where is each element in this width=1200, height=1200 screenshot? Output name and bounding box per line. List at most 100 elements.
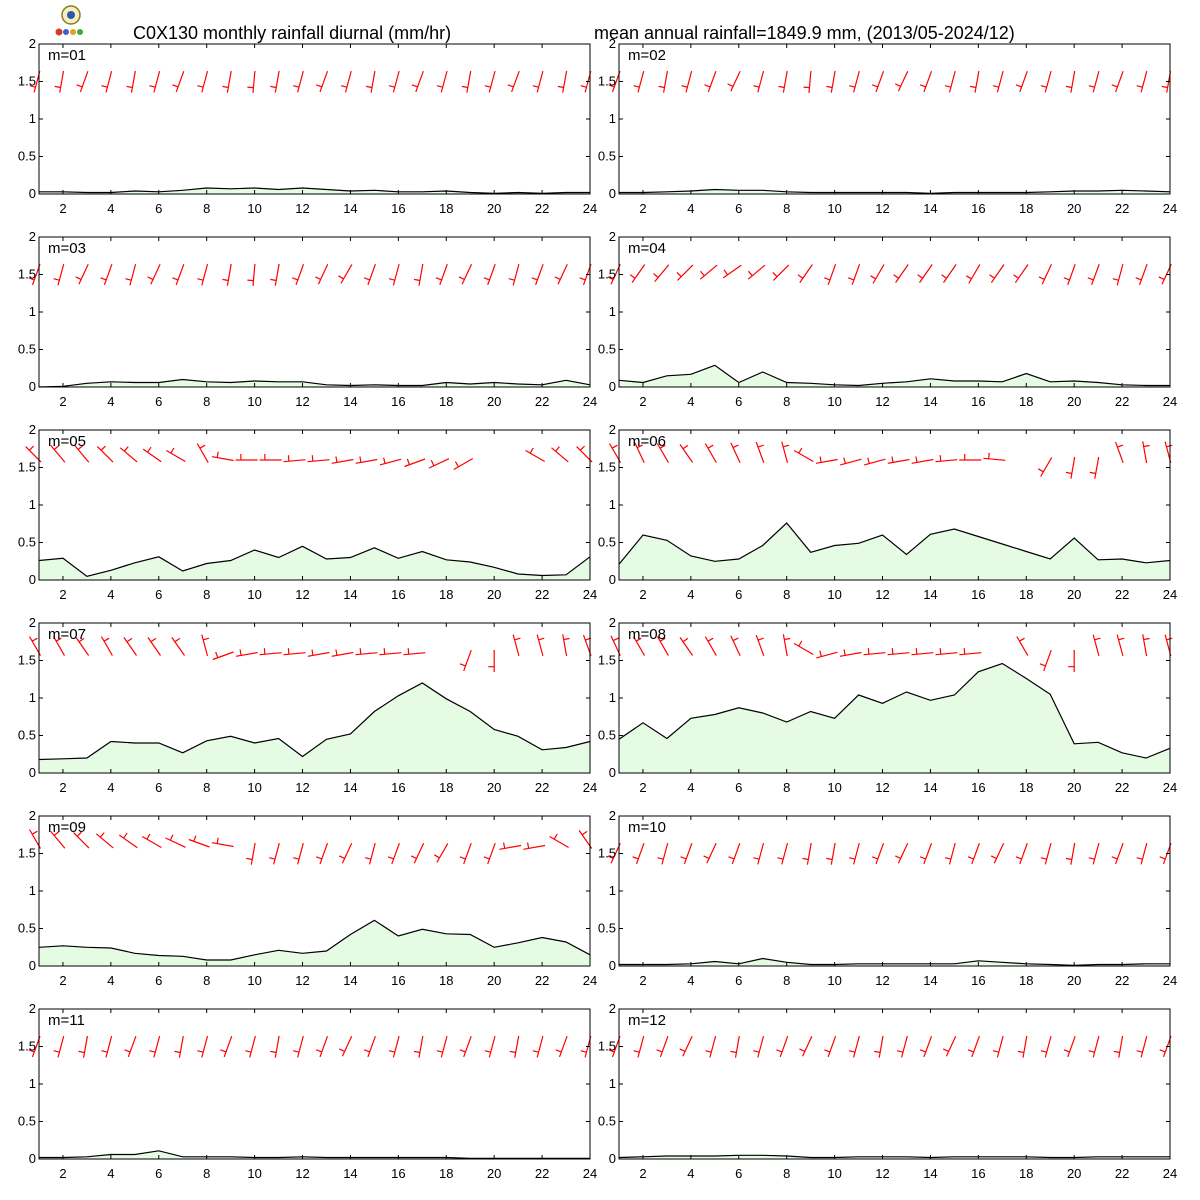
rain-line — [618, 1154, 1170, 1159]
y-tick-label: 0 — [29, 1151, 36, 1166]
wind-barb — [247, 263, 256, 286]
rain-area — [39, 379, 590, 387]
wind-barb — [1116, 634, 1125, 657]
wind-barb — [919, 842, 933, 865]
wind-barb — [436, 70, 448, 93]
x-tick-label: 18 — [439, 587, 453, 602]
x-tick-label: 16 — [971, 394, 985, 409]
wind-barb — [488, 650, 495, 672]
x-tick-label: 18 — [1019, 973, 1033, 988]
x-tick-label: 4 — [687, 973, 694, 988]
wind-barb — [555, 1035, 568, 1058]
wind-barb — [142, 446, 162, 463]
x-tick-label: 16 — [391, 973, 405, 988]
wind-barb — [291, 263, 305, 286]
x-tick-label: 14 — [923, 780, 937, 795]
wind-barb — [388, 1035, 400, 1058]
wind-barb — [1115, 441, 1124, 464]
wind-barb — [355, 456, 378, 464]
wind-barb — [147, 637, 161, 656]
panel-label: m=10 — [628, 819, 666, 836]
x-tick-label: 18 — [439, 394, 453, 409]
y-tick-label: 0.5 — [598, 921, 616, 936]
wind-barb — [1135, 263, 1148, 286]
y-tick-label: 0 — [29, 958, 36, 973]
wind-barb — [73, 831, 90, 849]
wind-barb — [338, 264, 353, 284]
wind-barb — [727, 71, 741, 92]
x-tick-label: 24 — [1163, 201, 1177, 216]
wind-barb — [54, 70, 65, 93]
wind-barb — [196, 443, 209, 463]
wind-barb — [679, 1036, 693, 1057]
wind-barb — [212, 651, 234, 661]
x-tick-label: 12 — [295, 973, 309, 988]
wind-barb — [246, 842, 256, 865]
x-tick-label: 12 — [875, 201, 889, 216]
y-tick-label: 1 — [29, 111, 36, 126]
y-tick-label: 1 — [29, 304, 36, 319]
wind-barb — [124, 1035, 137, 1058]
wind-barb — [849, 842, 860, 865]
wind-barb — [147, 264, 161, 285]
panel-frame — [38, 1008, 591, 1160]
wind-barb — [95, 832, 114, 849]
wind-barb — [411, 70, 424, 93]
wind-barb — [815, 456, 838, 464]
x-tick-label: 12 — [875, 587, 889, 602]
y-tick-label: 0.5 — [18, 728, 36, 743]
wind-barb — [1068, 650, 1075, 672]
y-tick-label: 0.5 — [598, 1114, 616, 1129]
wind-barb — [1013, 264, 1029, 283]
wind-barb — [917, 264, 933, 283]
x-tick-label: 12 — [875, 394, 889, 409]
wind-barb — [484, 70, 496, 93]
x-tick-label: 20 — [1067, 394, 1081, 409]
wind-barb — [802, 842, 812, 865]
x-tick-label: 22 — [1115, 1166, 1129, 1181]
wind-barb — [1113, 1035, 1124, 1058]
x-tick-label: 14 — [923, 394, 937, 409]
x-tick-label: 24 — [1163, 780, 1177, 795]
wind-barb — [536, 634, 545, 657]
x-tick-label: 4 — [107, 1166, 114, 1181]
wind-barb — [1142, 441, 1150, 464]
wind-barb — [747, 264, 766, 280]
wind-barb — [803, 70, 812, 93]
wind-barb — [679, 444, 694, 463]
x-tick-label: 22 — [535, 587, 549, 602]
wind-barb — [379, 457, 402, 466]
wind-barb — [863, 648, 886, 656]
wind-barb — [755, 441, 765, 464]
x-tick-label: 12 — [875, 973, 889, 988]
y-tick-label: 0.5 — [18, 535, 36, 550]
y-tick-label: 2 — [609, 808, 616, 823]
wind-barb — [992, 70, 1004, 93]
y-tick-label: 2 — [29, 36, 36, 51]
wind-barb — [871, 842, 885, 865]
wind-barb — [864, 457, 886, 466]
x-tick-label: 20 — [1067, 1166, 1081, 1181]
rain-line — [39, 1150, 590, 1159]
y-tick-label: 1.5 — [18, 460, 36, 475]
y-tick-label: 0 — [609, 572, 616, 587]
x-tick-label: 4 — [107, 201, 114, 216]
panel-label: m=04 — [628, 240, 666, 257]
y-tick-label: 1 — [29, 1076, 36, 1091]
wind-barb — [403, 648, 426, 656]
wind-barb — [941, 264, 957, 283]
y-tick-label: 0 — [29, 572, 36, 587]
wind-barb — [730, 1035, 740, 1058]
rain-area — [39, 1150, 590, 1159]
wind-barb — [76, 70, 89, 93]
y-tick-label: 1 — [29, 883, 36, 898]
y-tick-label: 2 — [609, 229, 616, 244]
wind-barb — [172, 70, 185, 93]
wind-barb — [270, 1035, 280, 1058]
wind-barb — [53, 263, 65, 286]
rain-area — [619, 663, 1170, 773]
wind-barb — [1065, 70, 1076, 93]
x-tick-label: 6 — [155, 973, 162, 988]
x-tick-label: 14 — [923, 973, 937, 988]
